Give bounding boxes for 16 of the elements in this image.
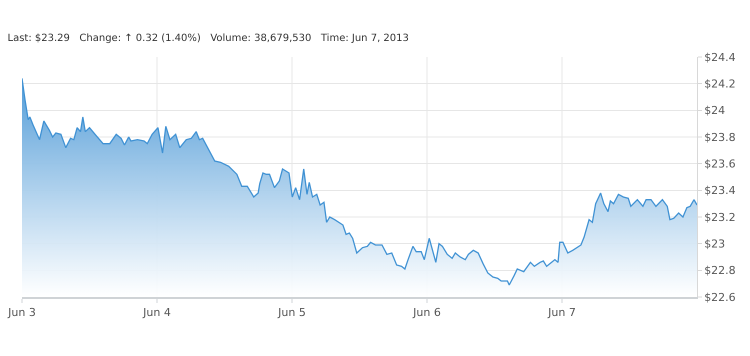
y-tick-label: $22.8 bbox=[704, 264, 736, 278]
y-tick-label: $24 bbox=[704, 104, 726, 118]
x-tick-label: Jun 5 bbox=[277, 306, 306, 320]
y-tick-label: $23.4 bbox=[704, 184, 736, 198]
y-tick-label: $24.2 bbox=[704, 78, 736, 91]
y-tick-label: $23.8 bbox=[704, 130, 736, 144]
y-tick-label: $24.4 bbox=[704, 50, 736, 64]
y-tick-label: $23.6 bbox=[704, 158, 736, 171]
y-tick-label: $23 bbox=[704, 238, 726, 251]
x-tick-label: Jun 3 bbox=[7, 306, 36, 320]
y-tick-label: $23.2 bbox=[704, 210, 736, 224]
y-tick-label: $22.6 bbox=[704, 290, 736, 304]
chart-title: Last: $23.29 Change: ↑ 0.32 (1.40%) Volume: 38,679,530 Time: Jun 7, 2013 bbox=[8, 32, 409, 44]
x-tick-label: Jun 6 bbox=[412, 306, 441, 320]
x-tick-label: Jun 4 bbox=[142, 306, 171, 320]
x-tick-label: Jun 7 bbox=[547, 306, 576, 320]
